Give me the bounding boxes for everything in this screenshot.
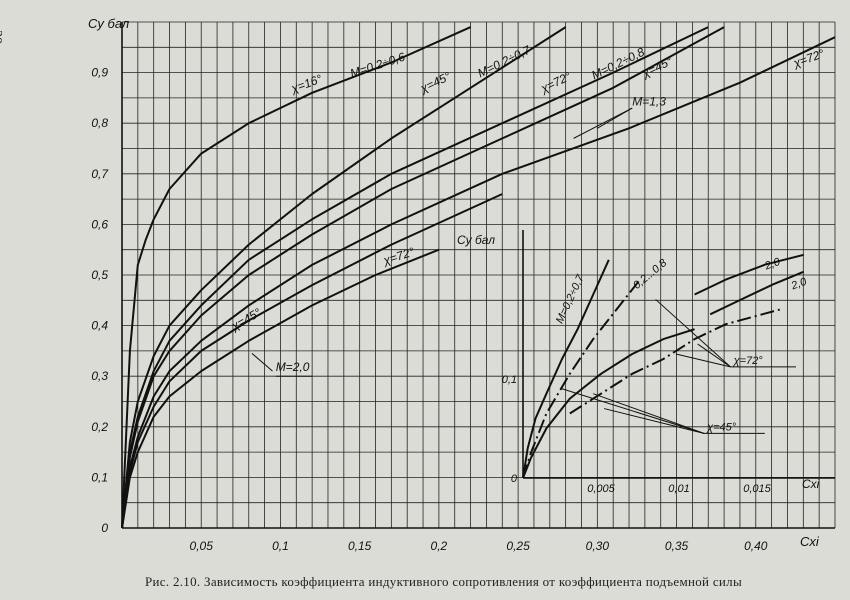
x-tick-label: 0,35 bbox=[665, 539, 689, 553]
inset-series-line bbox=[522, 328, 695, 479]
y-tick-label: 0 bbox=[101, 521, 108, 535]
inset-series-line bbox=[709, 270, 805, 316]
main-chart-series bbox=[121, 26, 836, 529]
inset-leader-line bbox=[655, 299, 731, 368]
series-line bbox=[121, 193, 503, 529]
curve-label: χ=45° bbox=[228, 305, 263, 334]
series-line bbox=[121, 26, 472, 529]
inset-y-tick-label: 0,1 bbox=[502, 374, 517, 386]
chart-labels: χ=16°M=0,2÷0,6χ=45°M=0,2÷0,7χ=72° M=0,2÷0… bbox=[228, 42, 826, 377]
x-axis-label: Cxi bbox=[800, 534, 820, 549]
figure-caption: Рис. 2.10. Зависимость коэффициента инду… bbox=[145, 574, 742, 589]
series-line bbox=[121, 26, 709, 529]
inset-curve-label: 2,0 bbox=[762, 256, 782, 273]
y-tick-label: 0,2 bbox=[91, 420, 108, 434]
x-tick-label: 0,30 bbox=[586, 539, 610, 553]
y-tick-label: 0,3 bbox=[91, 369, 108, 383]
series-line bbox=[121, 36, 836, 529]
inset-x-tick-label: 0,015 bbox=[743, 483, 771, 495]
inset-leader-line bbox=[675, 353, 731, 368]
inset-x-axis-label: Cxi bbox=[802, 477, 820, 491]
inset-leader-line bbox=[593, 393, 705, 434]
inset-series-line bbox=[569, 308, 781, 415]
curve-label: M=0,2÷0,7 bbox=[475, 42, 534, 80]
curve-label: χ=72° bbox=[538, 69, 574, 96]
inset-series-line bbox=[522, 278, 641, 479]
y-tick-label: 0,7 bbox=[91, 167, 109, 181]
inset-curve-label: χ=45° bbox=[706, 421, 737, 433]
inset-x-tick-label: 0,005 bbox=[587, 483, 615, 495]
curve-label: χ=16° bbox=[288, 72, 324, 96]
inset-leader-line bbox=[603, 408, 705, 434]
leader-line bbox=[251, 353, 273, 372]
y-tick-label: 0,9 bbox=[91, 66, 108, 80]
inset-y-axis-label: Cy бал bbox=[457, 233, 495, 247]
leader-line bbox=[573, 107, 633, 139]
x-tick-label: 0,40 bbox=[744, 539, 768, 553]
y-tick-label: 0,8 bbox=[91, 116, 108, 130]
curve-label: M=0,2÷0,8 bbox=[589, 45, 647, 83]
inset-leader-line bbox=[697, 343, 731, 368]
y-tick-label: 0,5 bbox=[91, 268, 108, 282]
y-tick-label: 0,6 bbox=[91, 217, 108, 231]
inset-series-line bbox=[694, 253, 805, 296]
curve-label: M=2,0 bbox=[276, 360, 310, 374]
inset-curve-label: 2,0 bbox=[789, 276, 809, 293]
inset-curve-label: 0,2...0,8 bbox=[631, 257, 670, 292]
inset-leader-line bbox=[561, 388, 705, 434]
y-tick-label: 0,1 bbox=[91, 470, 108, 484]
x-tick-label: 0,25 bbox=[506, 539, 530, 553]
x-tick-label: 0,1 bbox=[272, 539, 289, 553]
inset-curve-label: χ=72° bbox=[733, 355, 764, 367]
series-line bbox=[121, 248, 440, 529]
x-tick-label: 0,2 bbox=[431, 539, 448, 553]
inset-y-tick-label: 0 bbox=[511, 473, 518, 485]
x-tick-label: 0,05 bbox=[190, 539, 214, 553]
series-line bbox=[121, 26, 567, 529]
y-tick-label: 0,4 bbox=[91, 319, 108, 333]
curve-label: M=1,3 bbox=[632, 94, 666, 108]
curve-label: M=0,2÷0,6 bbox=[348, 49, 407, 80]
y-axis-label: Cy бал bbox=[88, 16, 130, 31]
inset-series-line bbox=[522, 259, 610, 479]
inset-x-tick-label: 0,01 bbox=[668, 483, 689, 495]
main-chart-grid: 0 0,1 0,2 0,3 0,4 0,5 0,6 0,7 0,8 0,9 0,05 0,1 0,15 0… bbox=[88, 16, 836, 553]
x-tick-label: 0,15 bbox=[348, 539, 372, 553]
series-line bbox=[121, 26, 725, 529]
